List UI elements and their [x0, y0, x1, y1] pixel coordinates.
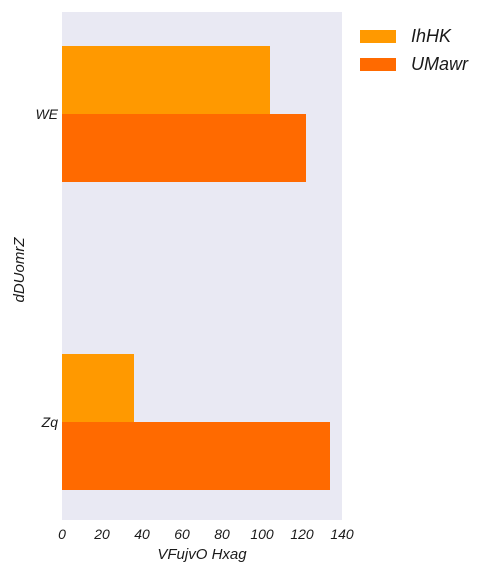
x-tick-label-0: 0 [58, 526, 66, 542]
x-tick-label-40: 40 [134, 526, 150, 542]
x-tick-labels: 0 20 40 60 80 100 120 140 [58, 526, 354, 542]
bars-group [62, 46, 330, 490]
x-tick-label-100: 100 [250, 526, 274, 542]
x-tick-label-140: 140 [330, 526, 354, 542]
x-tick-label-80: 80 [214, 526, 230, 542]
legend-label-IhHK: IhHK [411, 26, 452, 46]
legend-swatch-UMawr [360, 58, 396, 71]
x-axis-label: VFujvO Hxag [157, 546, 247, 563]
x-tick-label-20: 20 [93, 526, 110, 542]
y-tick-label-WE: WE [35, 106, 58, 122]
bar-UMawr-Zq [62, 422, 330, 490]
bar-IhHK-WE [62, 46, 270, 114]
x-tick-label-60: 60 [174, 526, 190, 542]
bar-IhHK-Zq [62, 354, 134, 422]
legend: IhHK UMawr [360, 26, 469, 74]
x-tick-label-120: 120 [290, 526, 314, 542]
legend-label-UMawr: UMawr [411, 54, 469, 74]
y-axis-label: dDUomrZ [11, 237, 28, 303]
bar-UMawr-WE [62, 114, 306, 182]
legend-swatch-IhHK [360, 30, 396, 43]
y-tick-label-Zq: Zq [41, 414, 59, 430]
y-tick-labels: WE Zq [35, 106, 58, 430]
